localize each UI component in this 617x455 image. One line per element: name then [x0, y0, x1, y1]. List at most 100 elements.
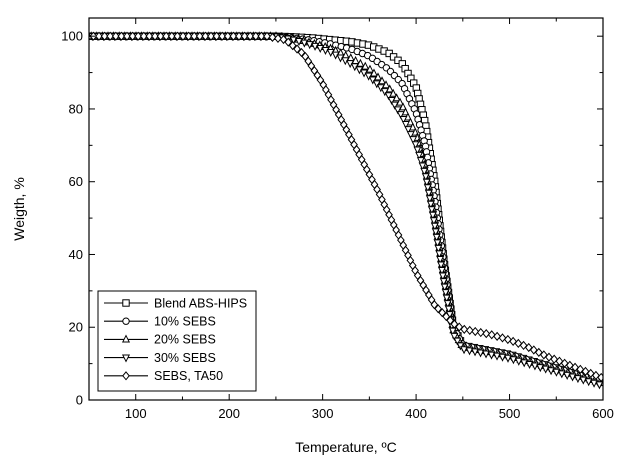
axis-tick-labels: 100 200 300 400 500 600 0 20 40 60 80 100 — [61, 29, 614, 421]
data-point — [456, 342, 465, 351]
data-point — [432, 233, 441, 242]
data-point — [274, 33, 282, 44]
data-point — [476, 327, 485, 338]
data-point — [128, 31, 137, 41]
data-point — [440, 283, 449, 292]
data-point — [173, 31, 182, 41]
legend-item: 30% SEBS — [104, 351, 216, 365]
data-point — [207, 31, 215, 41]
data-point — [416, 157, 425, 166]
data-point — [547, 367, 556, 376]
data-point — [584, 378, 593, 387]
data-point — [426, 200, 435, 209]
data-point — [493, 352, 502, 361]
data-point — [520, 359, 529, 368]
data-point — [195, 31, 204, 41]
data-point — [422, 178, 431, 187]
data-point — [190, 31, 199, 41]
data-point — [487, 351, 496, 360]
data-point — [368, 76, 377, 85]
data-point — [106, 31, 115, 41]
data-point — [525, 360, 534, 369]
data-point — [411, 141, 420, 150]
data-point — [423, 184, 432, 193]
data-point — [453, 337, 462, 346]
data-point — [372, 80, 381, 89]
series-5 — [89, 31, 603, 383]
axis-ticks — [88, 18, 604, 401]
data-point — [524, 342, 533, 353]
legend-marker — [122, 371, 130, 381]
data-point — [555, 356, 564, 366]
data-point — [95, 31, 103, 41]
data-point — [111, 31, 120, 41]
data-point — [482, 328, 491, 339]
data-point — [420, 167, 429, 176]
data-point — [409, 136, 418, 145]
y-tick-label: 80 — [69, 101, 83, 116]
data-point — [465, 347, 474, 356]
data-point — [151, 31, 159, 41]
data-point — [431, 228, 440, 237]
data-point — [404, 126, 413, 135]
legend-label: SEBS, TA50 — [154, 369, 223, 383]
data-point — [387, 96, 396, 105]
data-point — [438, 308, 447, 318]
x-tick-label: 400 — [405, 406, 427, 421]
data-point — [541, 365, 550, 374]
data-point — [482, 350, 491, 359]
y-tick-label: 0 — [76, 393, 83, 408]
x-tick-label: 500 — [499, 406, 521, 421]
legend-label: 30% SEBS — [154, 351, 216, 365]
data-point — [361, 61, 370, 70]
data-point — [446, 315, 455, 326]
y-tick-label: 100 — [61, 29, 83, 44]
data-point — [396, 111, 405, 120]
data-point — [428, 211, 437, 220]
data-point — [597, 372, 603, 383]
data-point — [438, 272, 447, 281]
x-axis-label: Temperature, ºC — [295, 439, 397, 455]
data-point — [534, 347, 543, 358]
data-point — [289, 36, 298, 45]
data-point — [100, 31, 109, 41]
data-point — [365, 64, 374, 73]
data-point — [450, 332, 459, 341]
data-point — [134, 31, 143, 41]
data-point — [550, 354, 559, 364]
data-point — [293, 44, 301, 54]
data-point — [557, 370, 566, 379]
data-point — [167, 31, 176, 41]
legend-item: SEBS, TA50 — [104, 369, 223, 383]
data-point — [460, 324, 469, 334]
data-point — [442, 294, 451, 303]
data-point — [443, 300, 452, 309]
data-point — [257, 31, 266, 41]
legend-label: 10% SEBS — [154, 315, 216, 329]
data-point — [384, 92, 393, 101]
data-point — [563, 371, 572, 380]
x-tick-label: 300 — [312, 406, 334, 421]
x-tick-label: 200 — [218, 406, 240, 421]
data-point — [590, 379, 599, 388]
data-point — [235, 31, 243, 41]
data-point — [399, 115, 408, 125]
data-point — [263, 31, 271, 41]
data-point — [393, 106, 402, 115]
legend-label: 20% SEBS — [154, 333, 216, 347]
data-point — [421, 173, 430, 182]
x-tick-label: 100 — [125, 406, 147, 421]
y-tick-label: 60 — [69, 174, 83, 189]
data-point — [476, 349, 485, 358]
data-point — [568, 373, 577, 382]
data-point — [441, 289, 450, 298]
legend-marker — [122, 299, 130, 307]
data-point — [437, 261, 446, 270]
legend-marker — [122, 317, 130, 325]
data-point — [284, 37, 293, 47]
legend-item: 20% SEBS — [104, 333, 216, 347]
y-tick-label: 40 — [69, 247, 83, 262]
data-point — [156, 31, 165, 41]
data-point — [536, 364, 545, 373]
data-point — [465, 325, 474, 336]
